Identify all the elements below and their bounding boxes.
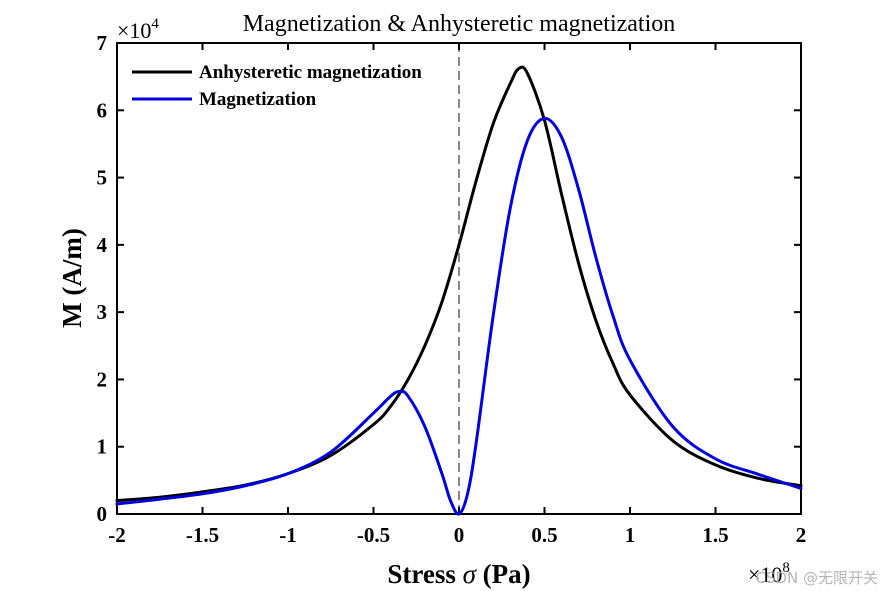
x-tick-label: -1.5 — [186, 523, 219, 547]
x-tick-label: 0 — [454, 523, 465, 547]
series-layer — [115, 65, 803, 516]
legend: Anhysteretic magnetization Magnetization — [132, 62, 422, 110]
y-tick-label: 2 — [97, 367, 108, 391]
x-axis-label: Stress σ (Pa) — [387, 559, 530, 589]
legend-label: Magnetization — [199, 89, 317, 110]
x-tick-label: -1 — [279, 523, 297, 547]
y-multiplier-base: ×10 — [117, 18, 151, 43]
x-tick-label: 1.5 — [702, 523, 728, 547]
x-axis-label-symbol: σ — [463, 559, 478, 589]
y-axis-label: M (A/m) — [57, 228, 87, 328]
y-tick-label: 7 — [97, 31, 108, 55]
watermark: CSDN @无限开关 — [755, 569, 878, 587]
ticks-layer: -2 -1.5 -1 -0.5 0 0.5 1 1.5 2 0 1 2 3 4 5 6 7 — [97, 31, 807, 547]
series-line-1 — [115, 116, 803, 516]
y-tick-label: 6 — [97, 98, 108, 122]
x-axis-label-suffix: (Pa) — [476, 559, 531, 589]
plot-area: -2 -1.5 -1 -0.5 0 0.5 1 1.5 2 0 1 2 3 4 5 6 7 — [97, 31, 807, 547]
y-tick-label: 4 — [97, 233, 108, 257]
x-tick-label: 1 — [625, 523, 636, 547]
x-tick-label: 2 — [796, 523, 807, 547]
y-tick-label: 5 — [97, 166, 108, 190]
y-tick-label: 0 — [97, 502, 108, 526]
y-tick-label: 1 — [97, 435, 108, 459]
y-multiplier-exponent: 4 — [151, 16, 159, 32]
chart-title: Magnetization & Anhysteretic magnetizati… — [243, 11, 676, 37]
x-tick-label: -2 — [108, 523, 126, 547]
y-tick-label: 3 — [97, 300, 108, 324]
x-tick-label: 0.5 — [531, 523, 557, 547]
y-multiplier: ×104 — [117, 16, 159, 43]
x-axis-label-prefix: Stress — [387, 559, 462, 589]
x-tick-label: -0.5 — [357, 523, 390, 547]
x-multiplier-base: ×10 — [748, 562, 782, 587]
legend-label: Anhysteretic magnetization — [199, 62, 422, 83]
x-multiplier: ×108 — [748, 560, 790, 587]
x-multiplier-exponent: 8 — [782, 560, 790, 576]
